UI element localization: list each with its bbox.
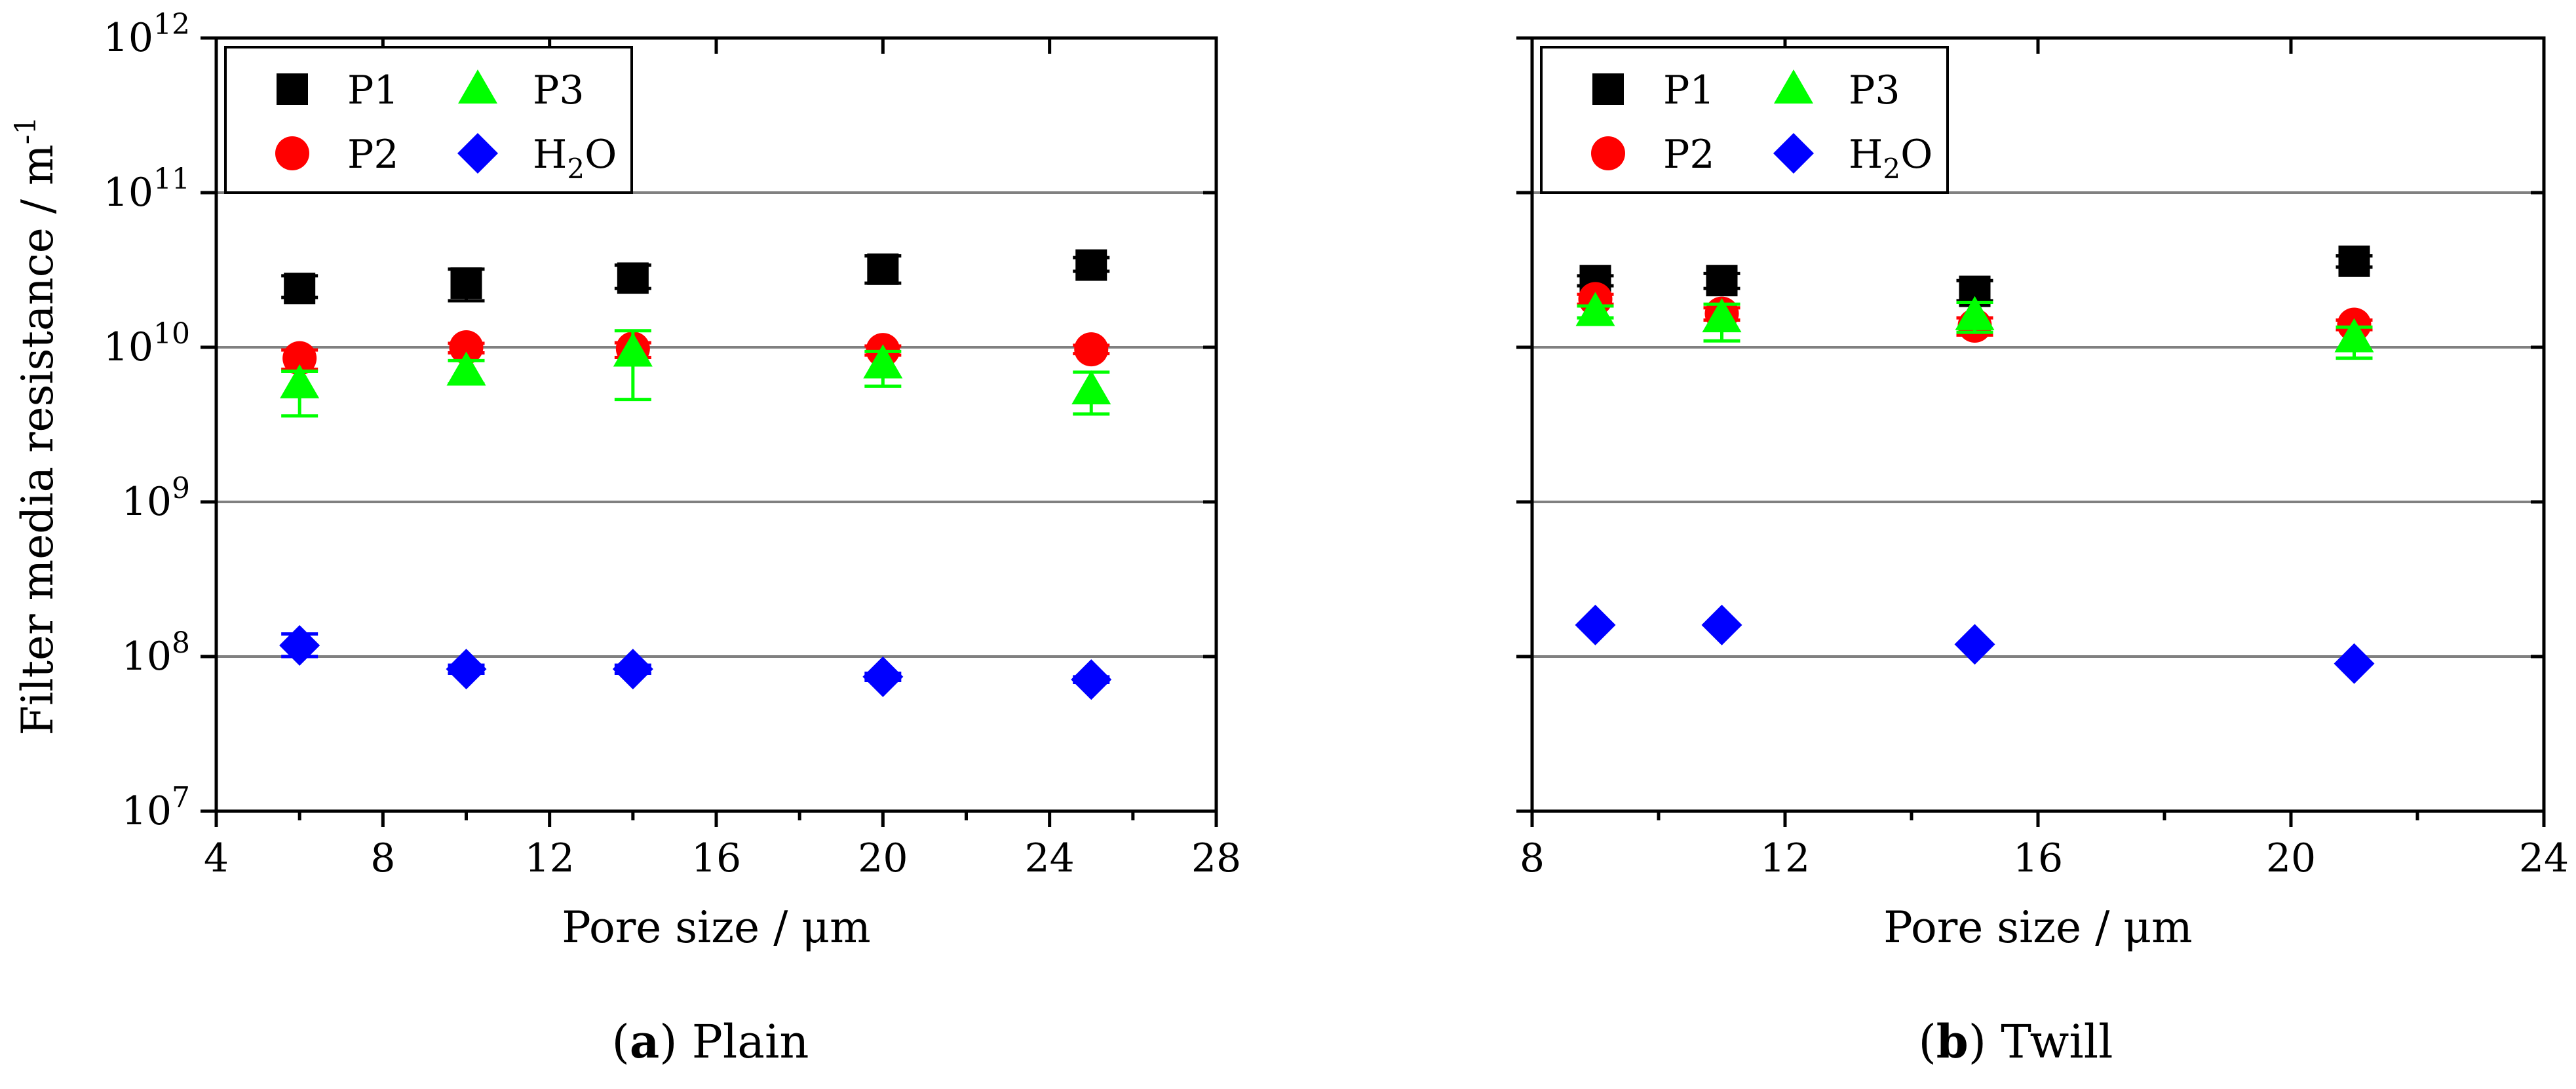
twill-legend-item-p3: P3 — [1774, 67, 1900, 113]
twill-legend-marker-p3 — [1774, 69, 1813, 104]
panel-twill: 8 12 16 20 24 Pore size / μm P1 P3 P2 H2O — [1516, 36, 2569, 953]
plain-legend-item-p1: P1 — [277, 67, 399, 113]
plain-y-tick-label: 109 — [122, 472, 190, 525]
twill-x-tick-label: 8 — [1520, 835, 1545, 881]
twill-legend: P1 P3 P2 H2O — [1540, 46, 1949, 194]
plain-h2o-point — [862, 656, 904, 697]
twill-p3-point — [1955, 296, 1995, 330]
plain-h2o-point — [1071, 659, 1112, 700]
plain-p3-point — [446, 351, 486, 386]
plain-x-tick-label: 4 — [204, 835, 229, 881]
twill-p3-point — [2334, 318, 2374, 353]
caption-plain-letter: a — [630, 1014, 659, 1069]
twill-legend-item-h2o: H2O — [1773, 132, 1932, 185]
twill-x-axis-title: Pore size / μm — [1883, 902, 2193, 953]
plain-x-tick-label: 16 — [691, 835, 741, 881]
y-axis-title-text: Filter media resistance / m-1 — [9, 117, 63, 736]
plain-p2-point — [282, 341, 317, 375]
plain-legend-label-p1: P1 — [347, 67, 399, 113]
plain-x-axis-title: Pore size / μm — [562, 902, 871, 953]
twill-p3-point — [1702, 298, 1742, 333]
plain-legend-label-p2: P2 — [347, 132, 399, 178]
plain-x-tick-label: 24 — [1024, 835, 1074, 881]
twill-p1-point — [2338, 245, 2370, 277]
plain-x-tick-label: 20 — [858, 835, 908, 881]
plain-legend-marker-p3 — [458, 69, 497, 104]
plain-legend-marker-p2 — [275, 136, 309, 170]
twill-x-tick-label: 20 — [2266, 835, 2316, 881]
twill-series-h2o — [1575, 604, 2375, 684]
plain-legend-item-h2o: H2O — [457, 132, 617, 185]
twill-series-p3 — [1575, 292, 2374, 360]
plain-x-tick-label: 12 — [524, 835, 574, 881]
twill-h2o-point — [1701, 604, 1742, 645]
plain-p2-point — [1074, 332, 1109, 367]
twill-h2o-point — [2334, 643, 2375, 684]
caption-twill-letter: b — [1936, 1014, 1969, 1069]
plain-y-tick-label: 108 — [122, 626, 190, 679]
plain-h2o-point — [446, 649, 487, 690]
twill-legend-label-p3: P3 — [1849, 67, 1900, 113]
plain-p1-point — [1075, 249, 1107, 281]
plain-legend-label-p3: P3 — [533, 67, 585, 113]
twill-x-tick-label: 16 — [2013, 835, 2063, 881]
caption-twill-label: Twill — [1986, 1015, 2113, 1069]
plain-p1-point — [617, 262, 649, 294]
plain-p3-point — [280, 364, 320, 398]
plain-p2-point — [449, 330, 484, 364]
twill-legend-label-p2: P2 — [1663, 132, 1715, 178]
plain-h2o-point — [612, 649, 653, 690]
panel-plain: 4 8 12 16 20 24 28 107 108 109 1010 1011 1012 Pore si… — [104, 8, 1242, 953]
plain-y-tick-label: 1011 — [104, 162, 190, 216]
plain-h2o-point — [279, 625, 320, 666]
plain-legend-item-p2: P2 — [275, 132, 399, 178]
twill-legend-marker-p1 — [1592, 73, 1624, 105]
twill-legend-label-p1: P1 — [1663, 67, 1715, 113]
caption-twill: (b) Twill — [1918, 1014, 2113, 1069]
plain-series-p2 — [281, 330, 1110, 375]
plain-legend-marker-p1 — [277, 73, 308, 105]
twill-h2o-point — [1575, 604, 1616, 645]
plain-p1-point — [867, 253, 899, 285]
plain-series-h2o — [279, 625, 1112, 700]
plain-legend-marker-h2o — [457, 133, 498, 174]
plain-y-tick-label: 1012 — [104, 8, 190, 61]
plain-x-tick-label: 8 — [370, 835, 395, 881]
twill-legend-item-p2: P2 — [1591, 132, 1715, 178]
twill-h2o-point — [1954, 624, 1995, 665]
twill-x-tick-label: 24 — [2519, 835, 2569, 881]
twill-legend-marker-h2o — [1773, 133, 1814, 174]
plain-p3-point — [613, 332, 653, 367]
caption-twill-text: (b) Twill — [1918, 1014, 2113, 1069]
caption-plain-text: (a) Plain — [612, 1014, 809, 1069]
twill-x-tick-label: 12 — [1760, 835, 1810, 881]
y-axis-title-main: Filter media resistance / m — [12, 144, 63, 735]
twill-legend-marker-p2 — [1591, 136, 1625, 170]
plain-y-tick-label: 1010 — [104, 317, 190, 370]
plain-y-tick-label: 107 — [122, 781, 190, 834]
plain-p3-point — [1071, 370, 1111, 405]
caption-plain-label: Plain — [678, 1015, 809, 1069]
plain-p3-point — [863, 344, 903, 379]
plain-p1-point — [450, 267, 482, 299]
plain-legend-item-p3: P3 — [458, 67, 585, 113]
plain-p1-point — [284, 273, 316, 305]
y-axis-title: Filter media resistance / m-1 — [9, 117, 63, 736]
plain-series-p1 — [281, 249, 1110, 305]
plain-series-p3 — [280, 329, 1111, 418]
y-axis-title-superscript: -1 — [9, 117, 43, 145]
twill-legend-label-h2o: H2O — [1849, 132, 1932, 185]
twill-legend-item-p1: P1 — [1592, 67, 1715, 113]
caption-plain: (a) Plain — [612, 1014, 809, 1069]
twill-p1-point — [1706, 265, 1738, 297]
plain-legend: P1 P3 P2 H2O — [224, 46, 633, 194]
twill-p3-point — [1575, 292, 1615, 326]
plain-x-tick-label: 28 — [1191, 835, 1241, 881]
plain-legend-label-h2o: H2O — [533, 132, 617, 185]
